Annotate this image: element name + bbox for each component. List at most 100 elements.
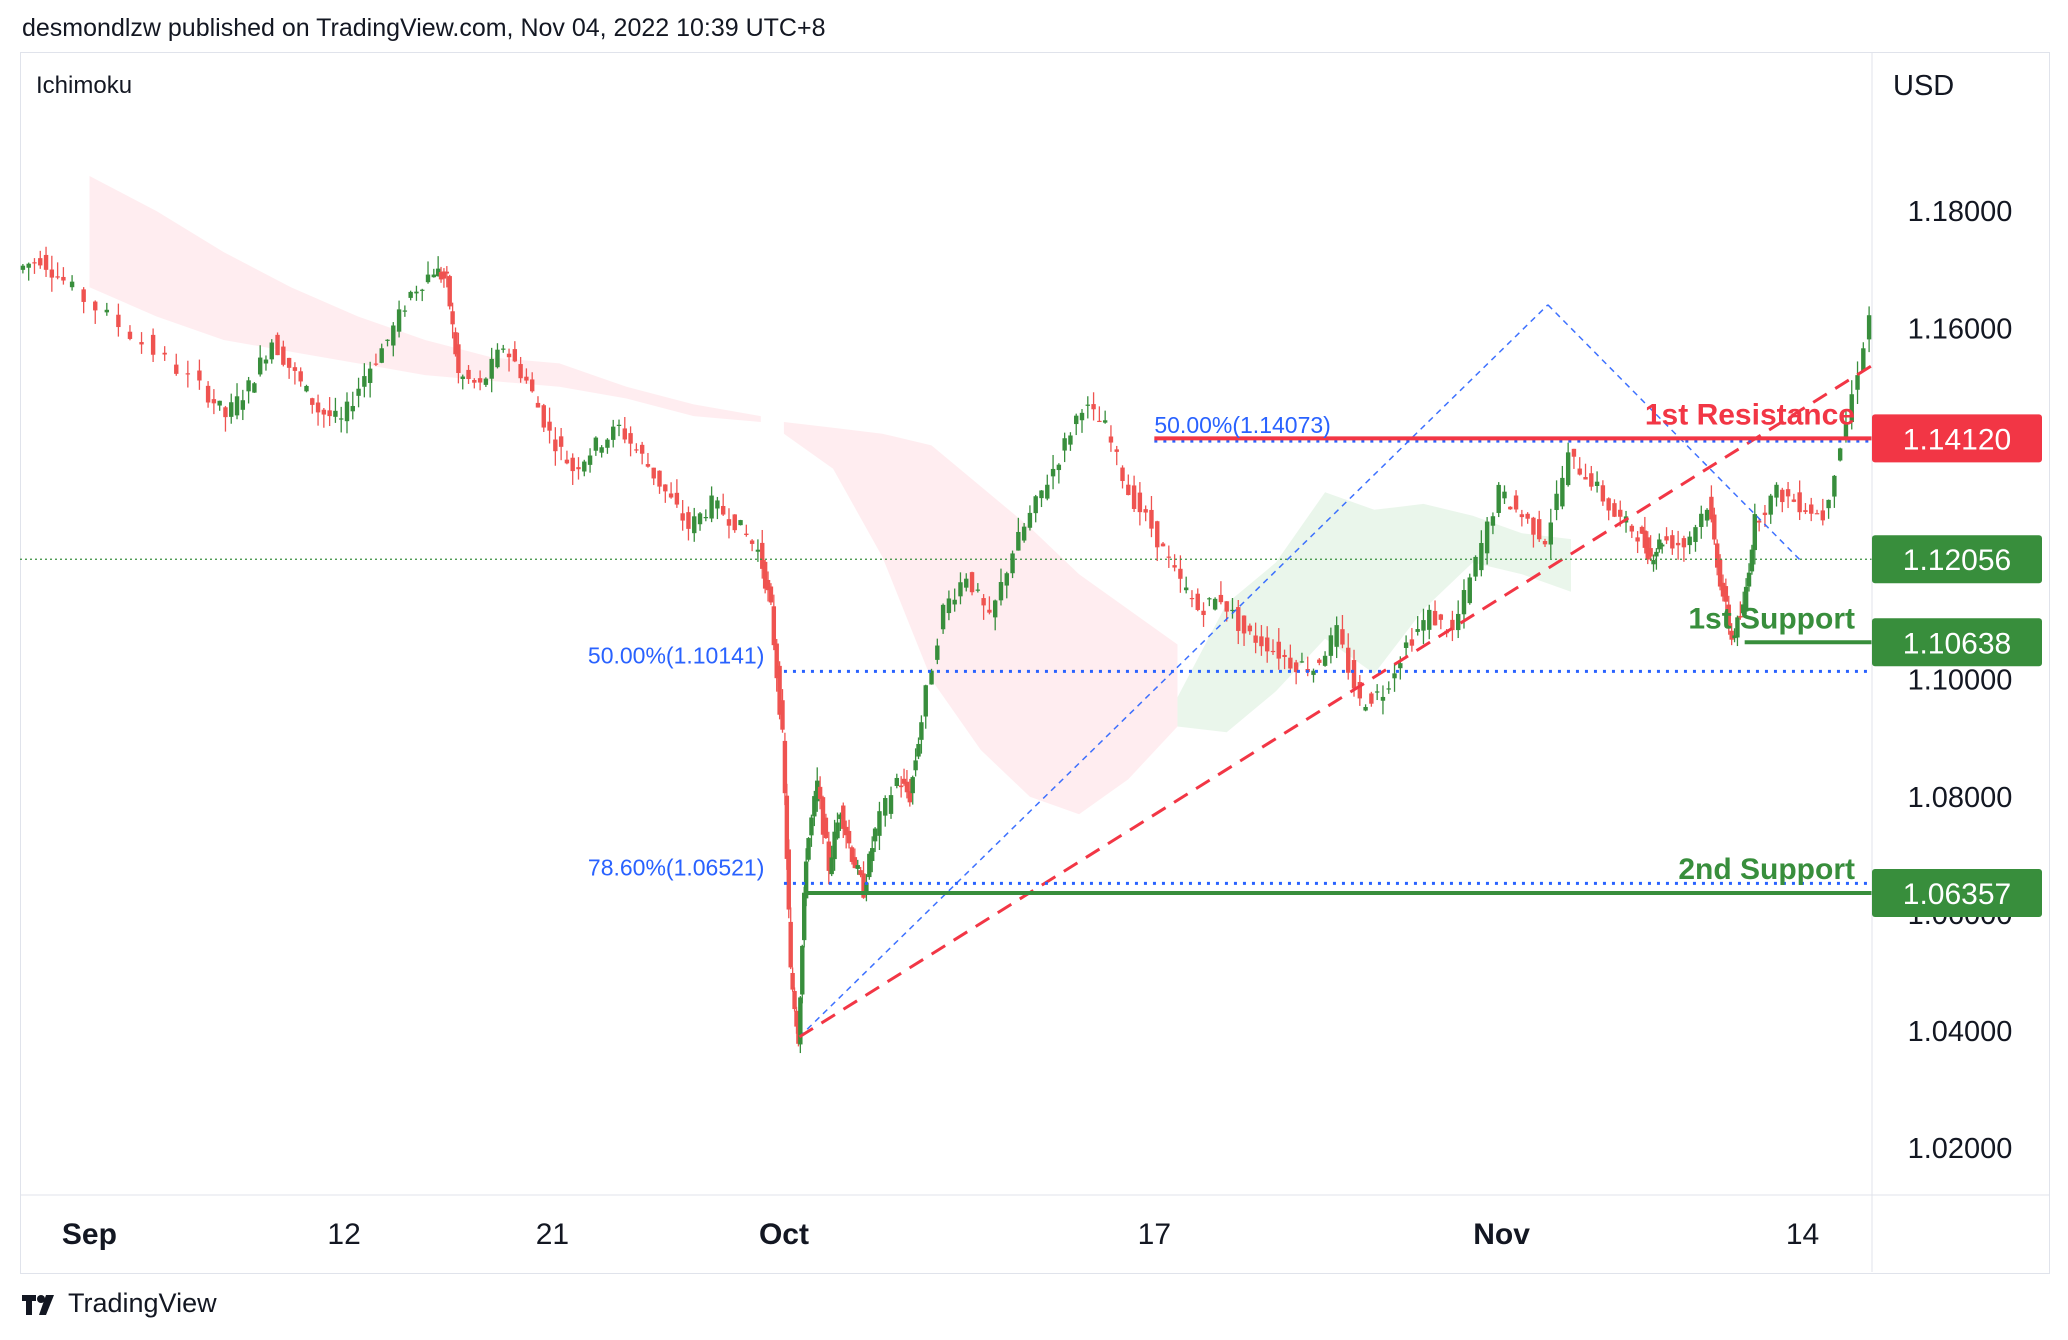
candle-up bbox=[435, 268, 441, 277]
candle-up bbox=[1033, 496, 1038, 514]
candle-down bbox=[1450, 619, 1455, 631]
currency-label: USD bbox=[1893, 70, 1954, 102]
candle-up bbox=[408, 291, 413, 298]
candle-down bbox=[771, 606, 777, 646]
candle-down bbox=[726, 519, 732, 526]
candle-up bbox=[715, 500, 720, 509]
candle-down bbox=[43, 254, 49, 270]
price-tag-1st-resistance-bg bbox=[1872, 414, 2042, 463]
candle-up bbox=[838, 814, 843, 820]
candle-down bbox=[732, 514, 737, 531]
candle-down bbox=[453, 332, 458, 355]
candle-up bbox=[1843, 422, 1849, 438]
candle-down bbox=[1797, 492, 1802, 513]
candle-up bbox=[587, 455, 593, 465]
candle-up bbox=[864, 882, 869, 892]
candle-up bbox=[304, 385, 309, 392]
candle-up bbox=[1056, 464, 1062, 471]
candle-down bbox=[1762, 512, 1768, 516]
candle-up bbox=[1502, 491, 1507, 499]
candle-down bbox=[477, 378, 483, 383]
candle-up bbox=[738, 520, 743, 526]
candle-down bbox=[327, 410, 332, 417]
candle-down bbox=[1738, 615, 1743, 618]
candle-down bbox=[823, 817, 829, 839]
level-text-1st-support: 1st Support bbox=[1688, 602, 1855, 635]
candle-down bbox=[1189, 597, 1195, 600]
candle-down bbox=[162, 352, 167, 355]
candle-up bbox=[616, 424, 622, 426]
candle-down bbox=[1537, 519, 1542, 540]
candle-down bbox=[1340, 629, 1345, 645]
candle-down bbox=[1723, 586, 1729, 602]
candle-down bbox=[1201, 610, 1206, 616]
candle-down bbox=[657, 470, 662, 487]
candle-down bbox=[275, 334, 280, 356]
chart-frame bbox=[20, 52, 2050, 1274]
candle-down bbox=[760, 542, 765, 569]
candle-down bbox=[93, 301, 98, 311]
candle-up bbox=[1380, 696, 1386, 701]
candle-down bbox=[547, 421, 552, 431]
candle-down bbox=[817, 786, 823, 799]
candle-down bbox=[744, 533, 749, 536]
candle-up bbox=[1743, 586, 1749, 612]
candle-down bbox=[1357, 681, 1363, 699]
candle-up bbox=[1565, 452, 1571, 486]
candle-down bbox=[852, 857, 858, 869]
candle-up bbox=[803, 861, 809, 899]
price-tag-current: 1.12056 bbox=[1903, 544, 2011, 577]
candle-down bbox=[794, 1010, 799, 1027]
candle-up bbox=[501, 348, 506, 350]
candle-down bbox=[1265, 637, 1270, 652]
candle-down bbox=[981, 598, 986, 606]
candle-down bbox=[1369, 693, 1374, 704]
candle-down bbox=[1091, 404, 1096, 410]
candle-up bbox=[20, 265, 26, 270]
candle-up bbox=[1085, 404, 1090, 406]
tradingview-logo-icon[interactable] bbox=[20, 1291, 58, 1317]
x-tick-label: 21 bbox=[536, 1218, 569, 1251]
candle-up bbox=[894, 777, 900, 787]
candle-down bbox=[1293, 662, 1299, 673]
candle-down bbox=[907, 791, 913, 803]
publisher-header: desmondlzw published on TradingView.com,… bbox=[22, 14, 826, 42]
candle-down bbox=[576, 467, 581, 470]
candle-up bbox=[1749, 549, 1755, 572]
candle-up bbox=[1010, 553, 1015, 574]
fib-level-label: 78.60%(1.06521) bbox=[588, 854, 764, 880]
candle-up bbox=[815, 780, 820, 802]
footer-brand[interactable]: TradingView bbox=[68, 1288, 217, 1318]
candle-down bbox=[1276, 641, 1281, 659]
y-tick-label: 1.10000 bbox=[1908, 665, 2013, 697]
fib-swing-line bbox=[1547, 304, 1804, 564]
candle-up bbox=[1496, 484, 1501, 513]
currency-backdrop bbox=[1880, 60, 2040, 106]
candle-down bbox=[786, 849, 791, 910]
x-tick-label: Oct bbox=[759, 1218, 809, 1251]
candle-down bbox=[788, 921, 793, 968]
candle-down bbox=[1236, 607, 1241, 631]
candle-up bbox=[1045, 484, 1050, 499]
candle-down bbox=[1317, 659, 1322, 663]
candle-up bbox=[935, 645, 940, 660]
candle-up bbox=[396, 309, 402, 332]
candle-down bbox=[438, 271, 444, 280]
candle-down bbox=[472, 379, 477, 383]
candle-up bbox=[952, 599, 957, 605]
candle-down bbox=[1809, 504, 1814, 514]
candle-up bbox=[257, 357, 263, 375]
candle-up bbox=[1427, 609, 1432, 630]
candle-up bbox=[929, 670, 934, 685]
candle-up bbox=[1398, 663, 1403, 669]
candle-up bbox=[812, 796, 817, 817]
candle-up bbox=[958, 582, 963, 597]
candle-down bbox=[898, 785, 904, 788]
indicator-label[interactable]: Ichimoku bbox=[36, 72, 133, 99]
candle-down bbox=[1438, 614, 1444, 620]
candle-up bbox=[888, 795, 894, 814]
candle-down bbox=[780, 700, 785, 730]
candle-up bbox=[883, 798, 888, 816]
fib-level-label: 50.00%(1.14073) bbox=[1154, 412, 1330, 438]
